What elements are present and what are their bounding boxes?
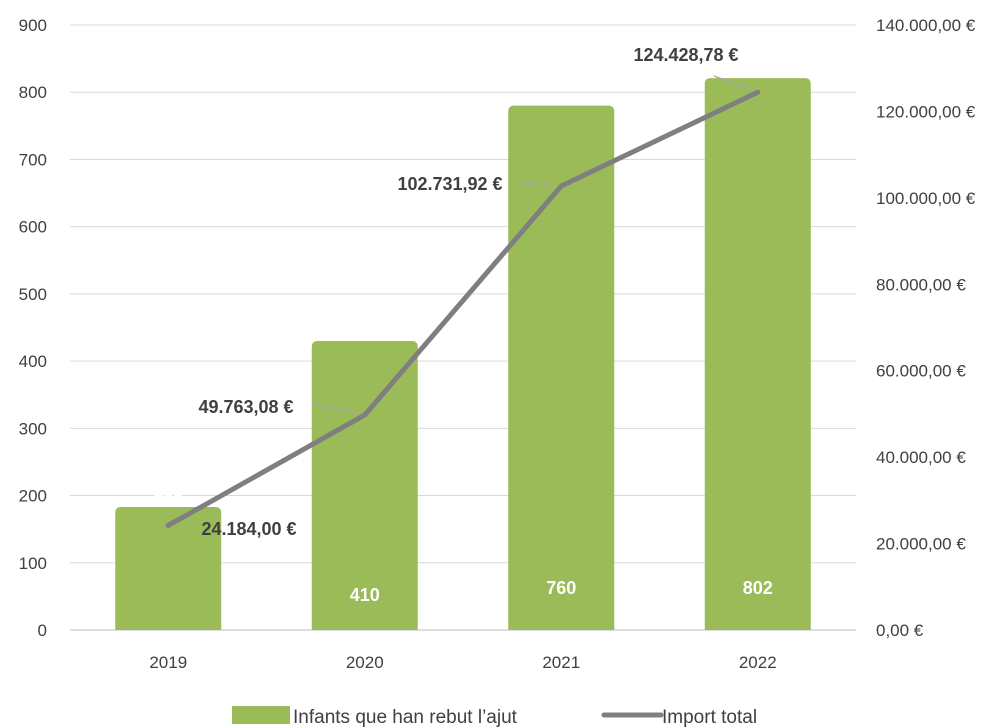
x-tick-label: 2019 [149,653,187,672]
left-axis: 0 100 200 300 400 500 600 700 800 900 [19,16,47,640]
bar-data-labels: 183 410 760 802 [153,481,773,605]
leader-line [514,180,554,186]
bar [311,340,418,630]
left-tick-label: 700 [19,150,47,169]
leader-lines [311,75,753,414]
bar [508,105,615,630]
line-data-label: 24.184,00 € [201,519,296,539]
bar [115,506,222,630]
left-tick-label: 900 [19,16,47,35]
line-point [755,89,761,95]
right-tick-label: 120.000,00 € [876,102,976,121]
right-tick-label: 40.000,00 € [876,448,966,467]
right-tick-label: 140.000,00 € [876,16,976,35]
bar-data-label: 802 [743,578,773,598]
legend-label-line: Import total [662,707,757,728]
bar-data-label: 410 [350,585,380,605]
bar-data-label: 183 [153,481,183,501]
right-tick-label: 20.000,00 € [876,535,966,554]
left-tick-label: 400 [19,352,47,371]
line-data-labels: 24.184,00 € 49.763,08 € 102.731,92 € 124.42… [198,45,738,539]
line-series [165,89,761,528]
x-tick-label: 2020 [346,653,384,672]
line-data-label: 124.428,78 € [633,45,738,65]
x-tick-label: 2021 [542,653,580,672]
left-tick-label: 0 [38,621,47,640]
line-data-label: 102.731,92 € [397,174,502,194]
right-axis: 0,00 € 20.000,00 € 40.000,00 € 60.000,00 € 8… [876,16,976,640]
legend-swatch-bar [232,706,290,724]
bar [704,78,811,631]
left-tick-label: 100 [19,554,47,573]
right-tick-label: 100.000,00 € [876,189,976,208]
left-tick-label: 300 [19,419,47,438]
right-tick-label: 60.000,00 € [876,362,966,381]
line-point [362,412,368,418]
left-tick-label: 800 [19,83,47,102]
legend: Infants que han rebut l’ajut Import total [232,706,757,728]
left-tick-label: 500 [19,285,47,304]
line-path [165,89,761,528]
bar-series [115,78,811,631]
x-axis: 2019 2020 2021 2022 [149,653,776,672]
line-point [558,183,564,189]
leader-line [713,75,753,91]
legend-label-bar: Infants que han rebut l’ajut [293,707,518,728]
right-tick-label: 0,00 € [876,621,924,640]
left-tick-label: 600 [19,218,47,237]
left-tick-label: 200 [19,487,47,506]
bar-data-label: 760 [546,578,576,598]
right-tick-label: 80.000,00 € [876,275,966,294]
line-data-label: 49.763,08 € [198,397,293,417]
x-tick-label: 2022 [739,653,777,672]
line-point [165,522,171,528]
leader-line [311,403,361,414]
